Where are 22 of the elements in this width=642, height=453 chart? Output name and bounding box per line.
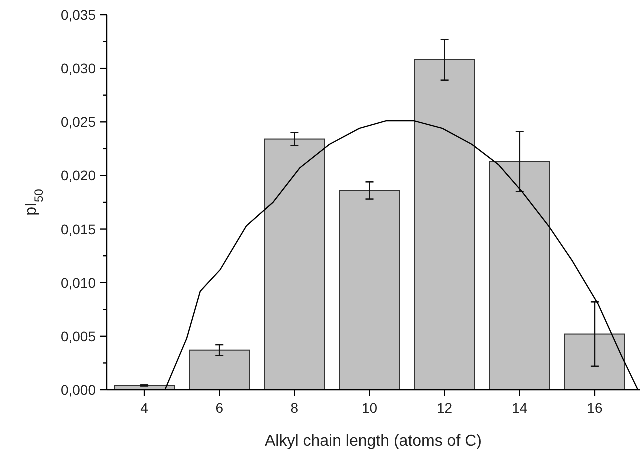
x-tick-label: 12 [437, 400, 453, 416]
x-tick-label: 8 [290, 400, 299, 416]
bar [489, 161, 550, 390]
x-axis-title: Alkyl chain length (atoms of C) [265, 433, 482, 450]
y-tick-label: 0,010 [60, 274, 96, 291]
y-tick-label: 0,025 [60, 114, 96, 130]
bar [189, 350, 250, 390]
bar [414, 60, 476, 390]
y-tick-label: 0,030 [60, 60, 96, 77]
x-tick-label: 10 [362, 400, 378, 416]
y-tick-label: 0,015 [60, 221, 96, 238]
bar [264, 138, 326, 390]
y-tick-label: 0,000 [60, 382, 96, 398]
y-tick-label: 0,005 [60, 328, 96, 344]
x-tick-label: 14 [512, 400, 528, 416]
y-tick-label: 0,020 [60, 168, 96, 184]
bar [339, 190, 400, 390]
y-tick-label: 0,035 [60, 7, 96, 23]
x-tick-label: 4 [140, 400, 149, 416]
bar [564, 334, 626, 390]
x-tick-label: 16 [587, 400, 603, 416]
x-tick-label: 6 [216, 400, 224, 416]
